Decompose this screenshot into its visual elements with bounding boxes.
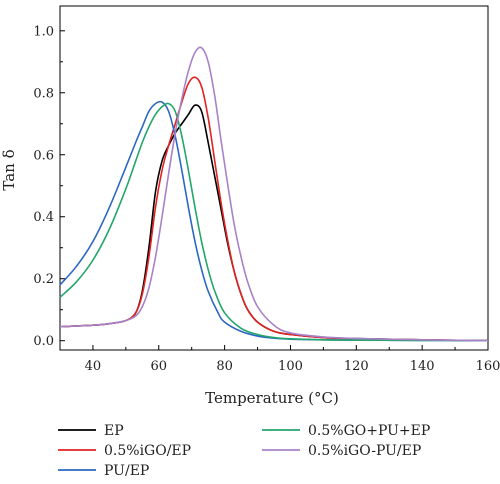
y-tick-label: 0.4 [33,210,54,225]
x-tick-label: 100 [278,359,303,374]
y-axis-title: Tan δ [0,149,18,190]
series-line-0 [59,104,489,342]
y-tick-label: 0.2 [33,272,54,287]
series-line-2 [59,100,489,342]
x-tick-label: 160 [476,359,500,374]
y-tick-label: 1.0 [33,24,54,39]
series-line-4 [59,46,489,342]
legend-label: PU/EP [104,463,149,479]
legend-label: 0.5%iGO/EP [104,443,191,459]
x-tick-label: 40 [85,359,102,374]
y-tick-label: 0.0 [33,334,54,349]
plot-area [59,5,489,351]
legend-label: 0.5%GO+PU+EP [308,423,430,439]
x-axis-title: Temperature (°C) [205,389,339,407]
x-tick-label: 60 [150,359,167,374]
x-tick-label: 80 [216,359,233,374]
legend-label: EP [104,423,124,439]
legend-label: 0.5%iGO-PU/EP [308,443,421,459]
x-tick-label: 120 [344,359,369,374]
series-line-1 [59,76,489,342]
y-tick-label: 0.6 [33,148,54,163]
x-axis-ticks: 40 60 80 100 120 140 160 [59,345,500,374]
y-tick-label: 0.8 [33,86,54,101]
x-tick-label: 140 [410,359,435,374]
legend: EP 0.5%iGO/EP PU/EP 0.5%GO+PU+EP 0.5%iGO-PU/… [58,423,430,479]
plot-frame [59,5,489,351]
series-line-3 [59,102,489,342]
y-axis-ticks: 0.0 0.2 0.4 0.6 0.8 1.0 [33,24,65,349]
